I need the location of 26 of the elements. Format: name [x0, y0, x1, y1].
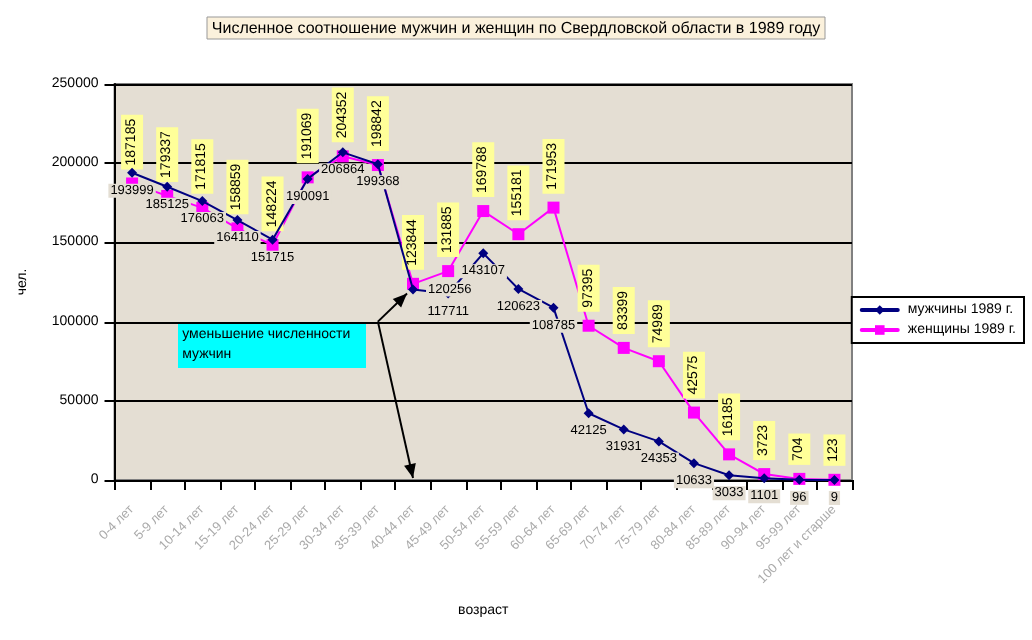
point: [687, 406, 700, 419]
point: [583, 408, 594, 419]
point: [688, 458, 699, 469]
point: [759, 473, 770, 484]
point: [512, 228, 525, 241]
point: [723, 448, 736, 461]
point: [652, 355, 665, 368]
point: [267, 234, 278, 245]
chart-title: Численное соотношение мужчин и женщин по Свердловской области в 1989 году: [211, 19, 821, 37]
point: [477, 205, 490, 218]
point: [724, 470, 735, 481]
point: [232, 215, 243, 226]
point: [337, 147, 348, 158]
point: [442, 265, 455, 278]
point: [408, 284, 419, 295]
point: [548, 302, 559, 313]
point: [478, 248, 489, 259]
point: [513, 283, 524, 294]
point: [618, 424, 629, 435]
point: [582, 319, 595, 332]
point: [547, 201, 560, 214]
point: [197, 196, 208, 207]
point: [127, 167, 138, 178]
point: [653, 436, 664, 447]
point: [617, 341, 630, 354]
point: [162, 181, 173, 192]
